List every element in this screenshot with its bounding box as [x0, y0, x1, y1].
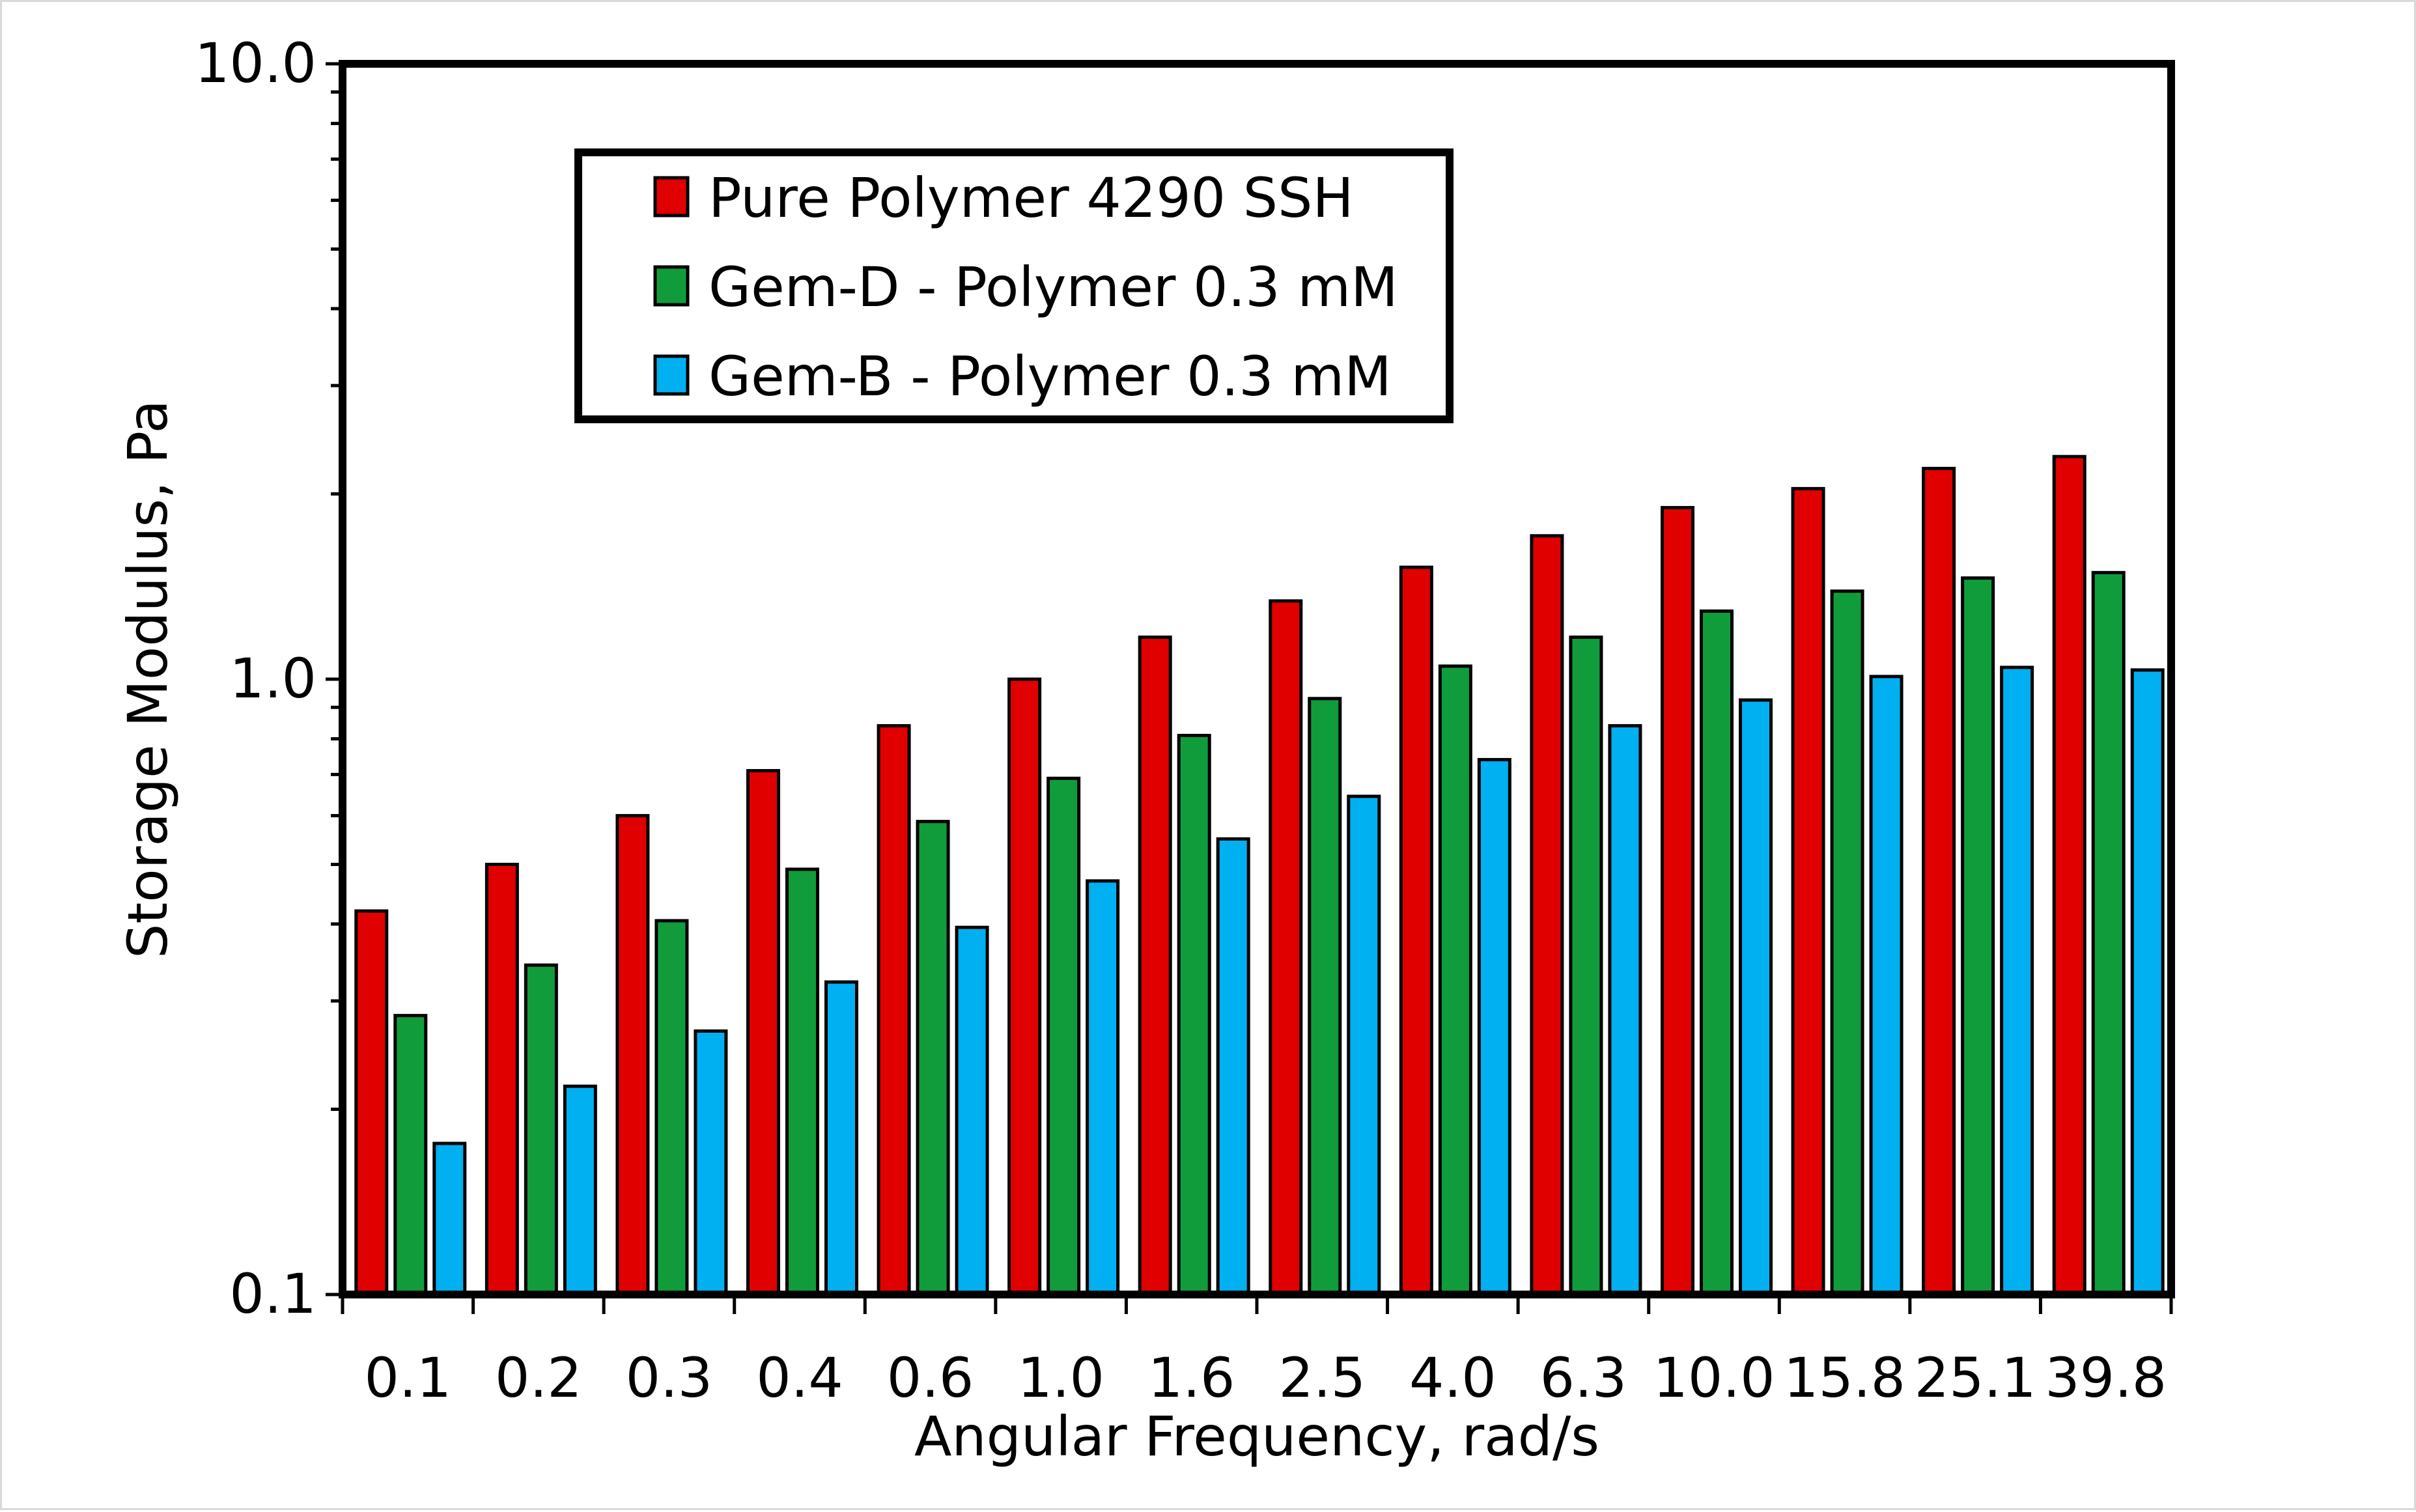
legend-frame: [574, 148, 1454, 423]
bar-1-0.1: [354, 909, 389, 1296]
bar-1-0.6: [877, 724, 911, 1296]
bar-3-0.3: [694, 1029, 728, 1296]
bar-2-0.4: [785, 867, 819, 1296]
bar-3-0.1: [432, 1141, 467, 1296]
x-tick-label: 39.8: [2045, 1346, 2167, 1410]
x-tick-label: 0.4: [756, 1346, 843, 1410]
bar-3-6.3: [1608, 724, 1642, 1296]
x-tick-label: 6.3: [1540, 1346, 1627, 1410]
bar-2-0.3: [654, 919, 689, 1296]
bar-1-39.8: [2052, 455, 2086, 1296]
y-axis-title: Storage Modulus, Pa: [116, 400, 180, 959]
x-axis-title: Angular Frequency, rad/s: [914, 1405, 1599, 1468]
legend-swatch-2: [653, 265, 690, 307]
bar-2-4.0: [1438, 664, 1472, 1296]
x-tick-label: 4.0: [1409, 1346, 1496, 1410]
legend-swatch-1: [653, 176, 690, 217]
legend-items: Pure Polymer 4290 SSH Gem-D - Polymer 0.3…: [653, 166, 1398, 408]
bar-3-15.8: [1869, 675, 1903, 1296]
y-tick-label: 1.0: [229, 647, 316, 710]
x-tick-label: 2.5: [1278, 1346, 1366, 1410]
legend-label-1: Pure Polymer 4290 SSH: [709, 166, 1354, 230]
x-tick-label: 15.8: [1784, 1346, 1905, 1410]
bar-2-10.0: [1700, 609, 1734, 1296]
bar-2-0.1: [393, 1014, 428, 1296]
x-tick-label: 25.1: [1915, 1346, 2036, 1410]
bar-2-0.2: [524, 963, 558, 1296]
bar-1-15.8: [1791, 486, 1825, 1296]
y-tick-label: 0.1: [229, 1262, 316, 1326]
bar-3-25.1: [2000, 665, 2034, 1296]
x-tick-label: 0.3: [626, 1346, 713, 1410]
x-tick-label: 10.0: [1653, 1346, 1775, 1410]
bar-3-10.0: [1739, 698, 1773, 1296]
legend: Pure Polymer 4290 SSH Gem-D - Polymer 0.3…: [574, 148, 1454, 423]
legend-label-3: Gem-B - Polymer 0.3 mM: [709, 344, 1392, 408]
bar-1-0.4: [746, 769, 780, 1296]
bar-2-39.8: [2091, 570, 2126, 1296]
bar-3-0.4: [824, 980, 858, 1296]
bar-3-39.8: [2130, 668, 2165, 1296]
bar-3-4.0: [1477, 758, 1511, 1296]
bar-2-6.3: [1569, 636, 1603, 1296]
bar-1-0.2: [485, 862, 519, 1296]
bar-1-0.3: [615, 814, 650, 1296]
bar-1-25.1: [1922, 466, 1956, 1296]
bar-1-4.0: [1399, 565, 1433, 1296]
legend-swatch-3: [653, 354, 690, 396]
bars-layer: [354, 455, 2165, 1296]
bar-3-1.0: [1086, 879, 1120, 1296]
bar-3-0.6: [955, 925, 989, 1296]
bar-3-2.5: [1347, 794, 1381, 1296]
bar-2-0.6: [916, 820, 950, 1296]
bar-2-2.5: [1308, 697, 1342, 1296]
bar-1-10.0: [1661, 506, 1694, 1296]
y-tick-label: 10.0: [195, 31, 316, 95]
bar-2-15.8: [1830, 589, 1864, 1296]
bar-1-6.3: [1530, 534, 1564, 1296]
bar-2-1.0: [1046, 776, 1081, 1296]
x-tick-label: 1.6: [1148, 1346, 1235, 1410]
bar-2-1.6: [1177, 733, 1211, 1296]
bar-1-2.5: [1269, 599, 1303, 1296]
x-tick-label: 0.1: [364, 1346, 451, 1410]
axes-layer: 0.1 1.0 10.0 0.1 0.2 0.3 0.4 0.6 1.0 1.6 2.5 4.0 6.3…: [195, 31, 2173, 1410]
bar-3-1.6: [1216, 837, 1250, 1296]
bar-2-25.1: [1961, 576, 1995, 1296]
bar-1-1.0: [1007, 677, 1042, 1296]
x-tick-label: 0.2: [495, 1346, 582, 1410]
x-tick-label: 1.0: [1017, 1346, 1104, 1410]
bar-3-0.2: [563, 1084, 597, 1296]
bar-1-1.6: [1138, 636, 1172, 1296]
x-tick-label: 0.6: [887, 1346, 974, 1410]
legend-label-2: Gem-D - Polymer 0.3 mM: [709, 255, 1398, 319]
